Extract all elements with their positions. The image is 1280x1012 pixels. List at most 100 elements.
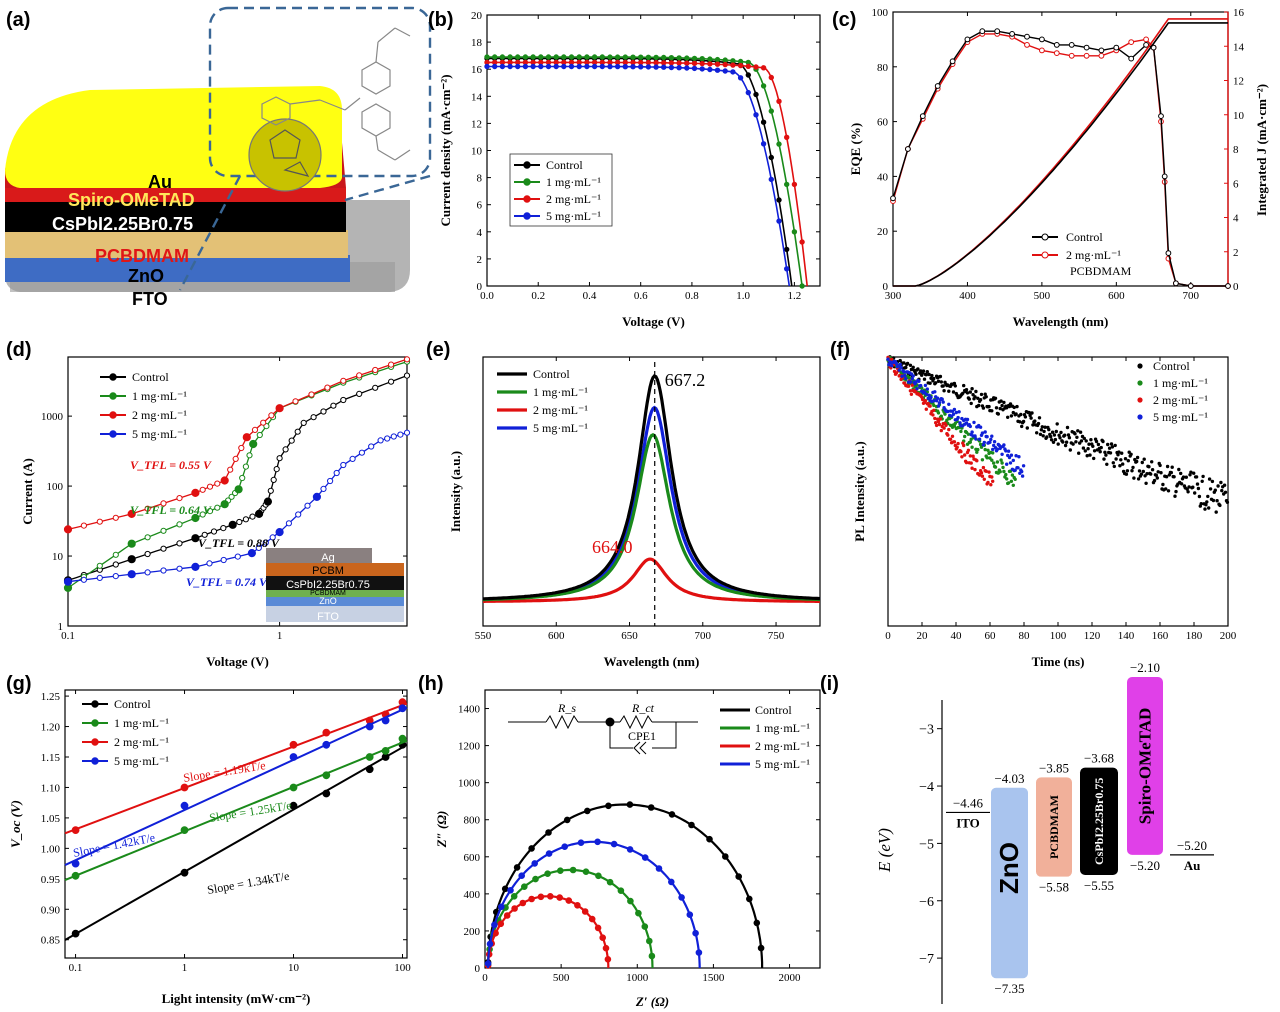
layer-label-fto: FTO bbox=[132, 289, 168, 309]
jv-point bbox=[753, 112, 759, 118]
sclc-marker bbox=[263, 497, 272, 506]
trpl-point bbox=[1002, 469, 1006, 474]
eqe-2mg-point bbox=[1098, 52, 1105, 59]
legend-marker bbox=[91, 700, 99, 708]
sclc-point bbox=[285, 520, 292, 527]
legend-label: Control bbox=[1066, 230, 1103, 244]
trpl-point bbox=[908, 380, 913, 384]
nyquist-point bbox=[678, 894, 685, 901]
trpl-point bbox=[1225, 500, 1230, 504]
trpl-point bbox=[1121, 462, 1125, 466]
eqe-control-point bbox=[905, 146, 911, 152]
y-tick-label: 0 bbox=[883, 281, 889, 293]
trpl-point bbox=[933, 390, 937, 394]
vtfl-annotation: V_TFL = 0.88 V bbox=[198, 536, 280, 550]
trpl-point bbox=[1192, 471, 1196, 475]
trpl-point bbox=[1210, 479, 1215, 484]
sclc-point bbox=[176, 565, 183, 572]
sclc-point bbox=[160, 545, 167, 552]
inset-layer-label: CsPbI2.25Br0.75 bbox=[286, 579, 370, 591]
nyquist-point bbox=[584, 807, 591, 815]
ito-name: ITO bbox=[956, 815, 980, 830]
nyquist-point bbox=[513, 864, 521, 871]
voc-point bbox=[365, 765, 374, 774]
layer-label-au: Au bbox=[148, 172, 172, 192]
trpl-point bbox=[932, 399, 936, 403]
x-tick-label: 600 bbox=[1108, 290, 1125, 302]
trpl-point bbox=[1126, 459, 1131, 463]
panel-i-energy-levels: (i) −3 −4 −5 −6 −7 E (eV) −4.46 ITO −4.03 −7.35 ZnO… bbox=[820, 660, 1214, 1004]
energy-bar-CsPbI2.25Br0.75 bbox=[1080, 767, 1118, 875]
trpl-point bbox=[1107, 446, 1112, 450]
sclc-marker bbox=[127, 509, 136, 519]
jv-point bbox=[515, 54, 521, 60]
trpl-point bbox=[951, 412, 956, 416]
panel-label: (g) bbox=[6, 673, 32, 695]
trpl-point bbox=[1006, 481, 1011, 485]
trpl-point bbox=[916, 367, 920, 371]
nyquist-point bbox=[686, 911, 694, 919]
sclc-point bbox=[268, 412, 275, 419]
x-tick-label: 0.2 bbox=[531, 290, 545, 302]
trpl-point bbox=[992, 461, 996, 465]
trpl-point bbox=[1109, 442, 1114, 446]
jv-point bbox=[768, 154, 774, 161]
trpl-point bbox=[952, 440, 957, 444]
trpl-point bbox=[934, 381, 938, 385]
trpl-point bbox=[959, 429, 963, 434]
trpl-point bbox=[976, 447, 980, 452]
jv-point bbox=[722, 61, 728, 68]
legend-label: 2 mg·mL⁻¹ bbox=[1153, 393, 1208, 407]
sclc-point bbox=[206, 508, 214, 515]
trpl-point bbox=[898, 362, 902, 367]
trpl-point bbox=[1191, 485, 1195, 489]
circuit-label-rs: R_s bbox=[557, 701, 576, 715]
jv-point bbox=[737, 75, 744, 81]
sclc-point bbox=[327, 477, 334, 485]
sclc-point bbox=[96, 574, 103, 582]
jv-point bbox=[691, 55, 698, 62]
trpl-point bbox=[957, 410, 961, 414]
x-tick-label: 160 bbox=[1152, 630, 1169, 642]
jv-point bbox=[538, 63, 544, 70]
x-tick-label: 60 bbox=[985, 630, 997, 642]
jv-point bbox=[653, 60, 659, 66]
panel-c-eqe: (c) 300 400 500 600 700 0 20 40 60 80 100 0 2 4 6 8 10 12 1… bbox=[832, 7, 1269, 329]
trpl-point bbox=[1086, 447, 1090, 451]
trpl-point bbox=[966, 448, 971, 452]
trpl-point bbox=[977, 437, 982, 441]
y-tick-label: 1 bbox=[58, 621, 64, 633]
jv-point bbox=[684, 60, 690, 66]
trpl-point bbox=[987, 470, 991, 474]
nyquist-point bbox=[503, 912, 511, 919]
eqe-control-point bbox=[890, 195, 896, 202]
jv-point bbox=[745, 89, 751, 96]
nyquist-point bbox=[646, 937, 653, 945]
trpl-point bbox=[1173, 494, 1177, 498]
molecule-callout-box bbox=[208, 6, 432, 178]
jv-point bbox=[707, 56, 713, 62]
trpl-point bbox=[975, 459, 979, 463]
jv-point bbox=[576, 63, 582, 70]
trpl-point bbox=[1110, 445, 1115, 449]
y2-tick-label: 12 bbox=[1233, 76, 1244, 88]
trpl-point bbox=[1164, 487, 1168, 491]
nyquist-point bbox=[545, 829, 552, 836]
nyquist-point bbox=[582, 868, 590, 876]
jv-point bbox=[776, 218, 782, 224]
eqe-2mg-point bbox=[1068, 52, 1075, 59]
trpl-point bbox=[964, 388, 969, 392]
fit-line-5 mg·mL⁻¹ bbox=[64, 706, 408, 866]
sclc-point bbox=[330, 402, 337, 409]
callout-line-right bbox=[344, 174, 431, 202]
nyquist-point bbox=[497, 920, 505, 928]
trpl-point bbox=[1108, 451, 1113, 455]
y-axis-label: Current (A) bbox=[20, 458, 35, 525]
trpl-point bbox=[992, 440, 997, 444]
sclc-marker bbox=[127, 539, 136, 548]
trpl-point bbox=[1083, 449, 1088, 453]
trpl-point bbox=[968, 454, 972, 458]
y-axis-label: E (eV) bbox=[875, 828, 894, 873]
trpl-point bbox=[1098, 450, 1102, 454]
sclc-point bbox=[388, 361, 395, 368]
